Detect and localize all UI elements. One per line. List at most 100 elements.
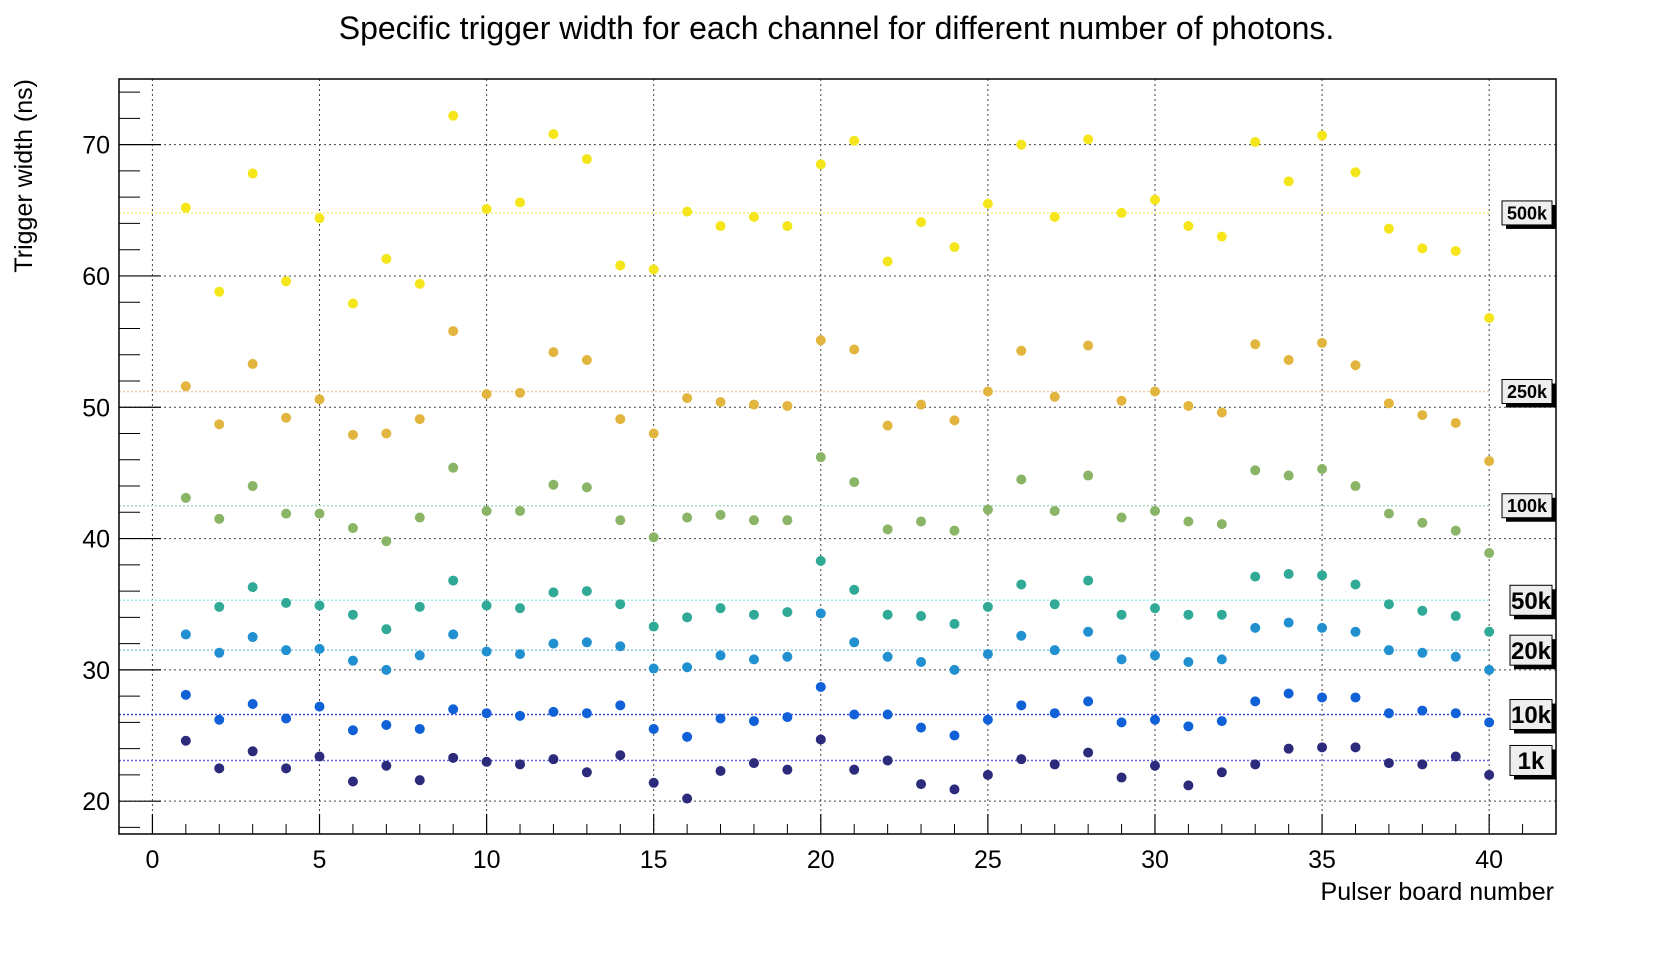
data-point-500k xyxy=(347,298,358,309)
data-point-500k xyxy=(1183,221,1194,232)
data-point-250k xyxy=(682,393,693,404)
data-point-50k xyxy=(515,603,526,614)
data-point-250k xyxy=(414,414,425,425)
data-point-50k xyxy=(1083,575,1094,586)
x-tick-label: 35 xyxy=(1308,846,1336,874)
data-point-1k xyxy=(1116,772,1127,783)
data-point-10k xyxy=(281,713,292,724)
data-point-50k xyxy=(414,601,425,612)
data-point-100k xyxy=(815,452,826,463)
data-point-500k xyxy=(314,213,325,224)
axis-ticks xyxy=(118,91,1557,834)
data-point-1k xyxy=(1417,759,1428,770)
data-point-1k xyxy=(1016,754,1027,765)
series-label-500k: 500k xyxy=(1507,203,1548,223)
data-point-500k xyxy=(782,221,793,232)
data-point-250k xyxy=(1350,360,1361,371)
data-point-100k xyxy=(615,515,626,526)
data-point-20k xyxy=(782,651,793,662)
data-point-1k xyxy=(1216,767,1227,778)
data-point-100k xyxy=(748,515,759,526)
data-point-100k xyxy=(1149,505,1160,516)
data-point-1k xyxy=(615,750,626,761)
data-point-500k xyxy=(1250,137,1261,148)
y-tick-label: 60 xyxy=(82,263,110,291)
data-point-50k xyxy=(648,621,659,632)
data-points xyxy=(180,110,1495,804)
x-tick-label: 15 xyxy=(640,846,668,874)
data-point-20k xyxy=(1250,622,1261,633)
data-point-100k xyxy=(581,482,592,493)
data-point-100k xyxy=(782,515,793,526)
data-point-100k xyxy=(1049,505,1060,516)
data-point-500k xyxy=(515,197,526,208)
data-point-250k xyxy=(982,386,993,397)
data-point-100k xyxy=(281,508,292,519)
data-point-100k xyxy=(849,477,860,488)
grid-lines xyxy=(119,79,1556,834)
data-point-20k xyxy=(381,664,392,675)
data-point-10k xyxy=(682,731,693,742)
data-point-20k xyxy=(849,637,860,648)
data-point-50k xyxy=(448,575,459,586)
data-point-50k xyxy=(1149,603,1160,614)
data-point-500k xyxy=(715,221,726,232)
data-point-50k xyxy=(1216,609,1227,620)
data-point-100k xyxy=(314,508,325,519)
data-point-20k xyxy=(1283,617,1294,628)
data-point-20k xyxy=(247,632,258,643)
data-point-10k xyxy=(481,708,492,719)
plot-frame xyxy=(118,78,1557,835)
data-point-50k xyxy=(748,609,759,620)
data-point-250k xyxy=(815,335,826,346)
data-point-50k xyxy=(1317,570,1328,581)
data-point-100k xyxy=(347,523,358,534)
data-point-250k xyxy=(1317,337,1328,348)
data-point-1k xyxy=(1350,742,1361,753)
x-tick-label: 5 xyxy=(313,846,327,874)
data-point-1k xyxy=(1149,760,1160,771)
data-point-50k xyxy=(1283,569,1294,580)
data-point-100k xyxy=(1016,474,1027,485)
data-point-10k xyxy=(916,722,927,733)
data-point-10k xyxy=(214,714,225,725)
data-point-10k xyxy=(1083,696,1094,707)
data-point-500k xyxy=(1383,223,1394,234)
data-point-50k xyxy=(214,601,225,612)
data-point-500k xyxy=(581,154,592,165)
data-point-10k xyxy=(1116,717,1127,728)
x-axis-tick-labels: 0 5 10 15 20 25 30 35 40 xyxy=(145,846,1503,874)
x-tick-label: 20 xyxy=(807,846,835,874)
data-point-1k xyxy=(180,735,191,746)
data-point-250k xyxy=(481,389,492,400)
data-point-1k xyxy=(548,754,559,765)
data-point-10k xyxy=(1350,692,1361,703)
data-point-500k xyxy=(247,168,258,179)
data-point-250k xyxy=(515,387,526,398)
data-point-20k xyxy=(1116,654,1127,665)
data-point-100k xyxy=(949,525,960,536)
data-point-500k xyxy=(882,256,893,267)
data-point-10k xyxy=(1317,692,1328,703)
data-point-10k xyxy=(381,720,392,731)
data-point-250k xyxy=(1484,456,1495,467)
data-point-1k xyxy=(849,764,860,775)
data-point-100k xyxy=(1417,517,1428,528)
data-point-10k xyxy=(1250,696,1261,707)
data-point-100k xyxy=(1183,516,1194,527)
data-point-250k xyxy=(1016,345,1027,356)
data-point-500k xyxy=(682,206,693,217)
series-label-1k: 1k xyxy=(1518,748,1545,775)
data-point-250k xyxy=(648,428,659,439)
data-point-100k xyxy=(982,504,993,515)
data-point-500k xyxy=(1149,194,1160,205)
data-point-250k xyxy=(1049,391,1060,402)
data-point-20k xyxy=(1383,645,1394,656)
series-labels: 500k 250k 100k 50k 20k 10k 1k xyxy=(1501,200,1556,780)
data-point-50k xyxy=(1183,609,1194,620)
data-point-10k xyxy=(615,700,626,711)
data-point-1k xyxy=(214,763,225,774)
data-point-20k xyxy=(1216,654,1227,665)
data-point-10k xyxy=(1216,716,1227,727)
